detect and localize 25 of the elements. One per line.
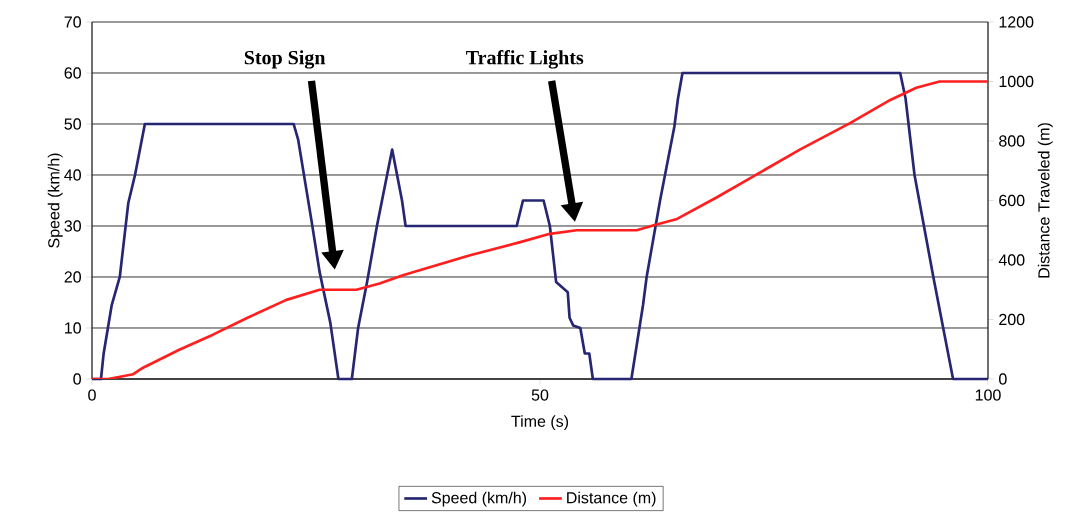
y-tick-label: 50: [64, 118, 81, 130]
annotation: Traffic Lights: [466, 50, 584, 69]
x-tick-label: 100: [975, 389, 1001, 401]
x-tick-label: 0: [88, 389, 96, 401]
y2-tick-label: 1000: [999, 75, 1034, 88]
y2-tick-label: 200: [999, 313, 1025, 326]
y-tick-label: 60: [64, 67, 81, 79]
y2-tick-label: 0: [999, 373, 1007, 385]
y2-tick-label: 600: [999, 194, 1025, 207]
legend-label: Distance (m): [567, 491, 656, 507]
y-axis-title: Speed (km/h): [47, 153, 63, 248]
x-axis-title: Time (s): [511, 415, 569, 431]
y-tick-label: 30: [64, 220, 81, 232]
y-tick-label: 40: [64, 169, 81, 181]
annotation: Stop Sign: [244, 50, 326, 69]
y-tick-label: 0: [73, 373, 81, 385]
y2-tick-label: 1200: [999, 16, 1034, 28]
y-tick-label: 10: [65, 322, 81, 334]
y2-tick-label: 800: [999, 135, 1025, 147]
legend-label: Speed (km/h): [431, 491, 527, 507]
y2-axis-title: Distance Traveled (m): [1037, 123, 1053, 278]
y2-tick-label: 400: [998, 254, 1025, 266]
y-tick-label: 20: [64, 271, 81, 283]
x-tick-label: 50: [531, 389, 549, 401]
y-tick-label: 70: [64, 16, 81, 28]
